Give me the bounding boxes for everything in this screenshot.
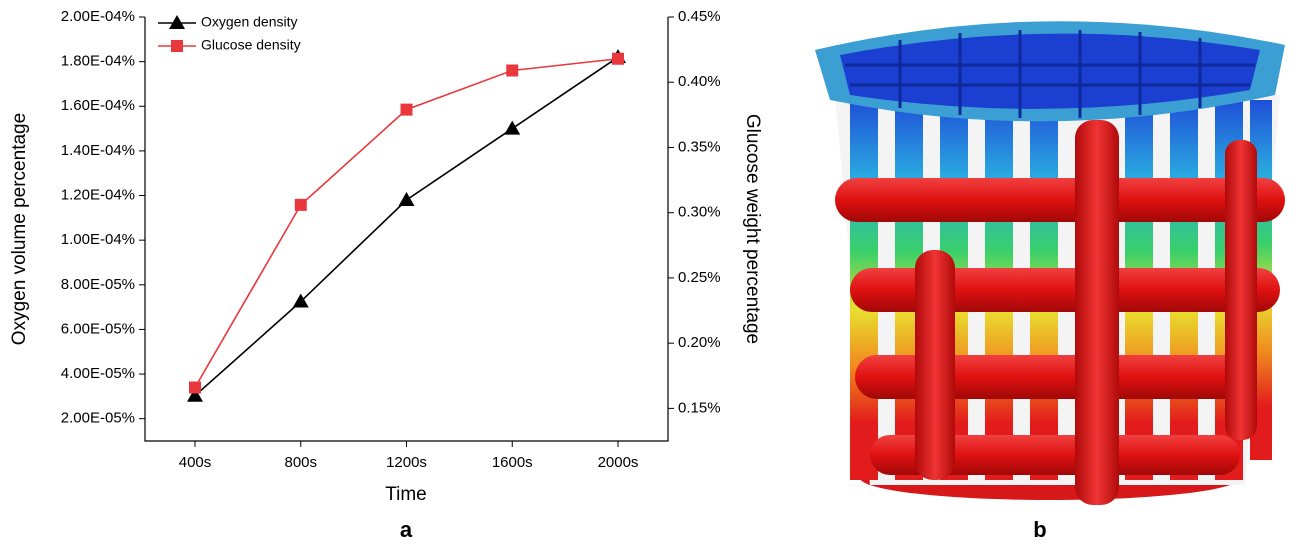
data-point: [504, 121, 520, 135]
y2-axis-title: Glucose weight percentage: [742, 114, 763, 344]
y-tick-label: 1.80E-04%: [61, 53, 135, 70]
page: Oxygen volume percentage Glucose weight …: [0, 0, 1308, 550]
data-point: [612, 53, 624, 65]
y2-tick-label: 0.20%: [678, 334, 721, 351]
figure: Oxygen volume percentage Glucose weight …: [0, 0, 1308, 545]
y-tick-label: 8.00E-05%: [61, 276, 135, 293]
x-axis-title: Time: [385, 484, 427, 505]
data-point: [295, 199, 307, 211]
y2-tick-label: 0.40%: [678, 73, 721, 90]
y2-tick-label: 0.30%: [678, 204, 721, 221]
y-tick-label: 2.00E-05%: [61, 410, 135, 427]
x-tick-label: 2000s: [598, 454, 639, 471]
data-point: [189, 382, 201, 394]
y-tick-label: 1.60E-04%: [61, 97, 135, 114]
y2-tick-label: 0.35%: [678, 138, 721, 155]
y2-tick-label: 0.15%: [678, 399, 721, 416]
y2-tick-label: 0.45%: [678, 8, 721, 25]
x-tick-label: 1600s: [492, 454, 533, 471]
panel-label: b: [1033, 517, 1046, 542]
x-tick-label: 1200s: [386, 454, 427, 471]
y2-tick-label: 0.25%: [678, 269, 721, 286]
legend-marker: [169, 15, 185, 29]
x-tick-label: 800s: [284, 454, 317, 471]
panel-label: a: [400, 517, 413, 542]
legend-label: Glucose density: [201, 37, 301, 53]
y-tick-label: 4.00E-05%: [61, 365, 135, 382]
y-tick-label: 1.40E-04%: [61, 142, 135, 159]
y-tick-label: 1.20E-04%: [61, 186, 135, 203]
data-point: [401, 104, 413, 116]
legend-label: Oxygen density: [201, 14, 298, 30]
legend-marker: [171, 40, 183, 52]
y-tick-label: 2.00E-04%: [61, 8, 135, 25]
y-tick-label: 1.00E-04%: [61, 231, 135, 248]
y-axis-title: Oxygen volume percentage: [9, 113, 30, 345]
scaffold-render: [815, 21, 1285, 505]
data-point: [399, 192, 415, 206]
y-tick-label: 6.00E-05%: [61, 320, 135, 337]
data-point: [506, 64, 518, 76]
x-tick-label: 400s: [179, 454, 212, 471]
axis-frame: [145, 17, 668, 441]
